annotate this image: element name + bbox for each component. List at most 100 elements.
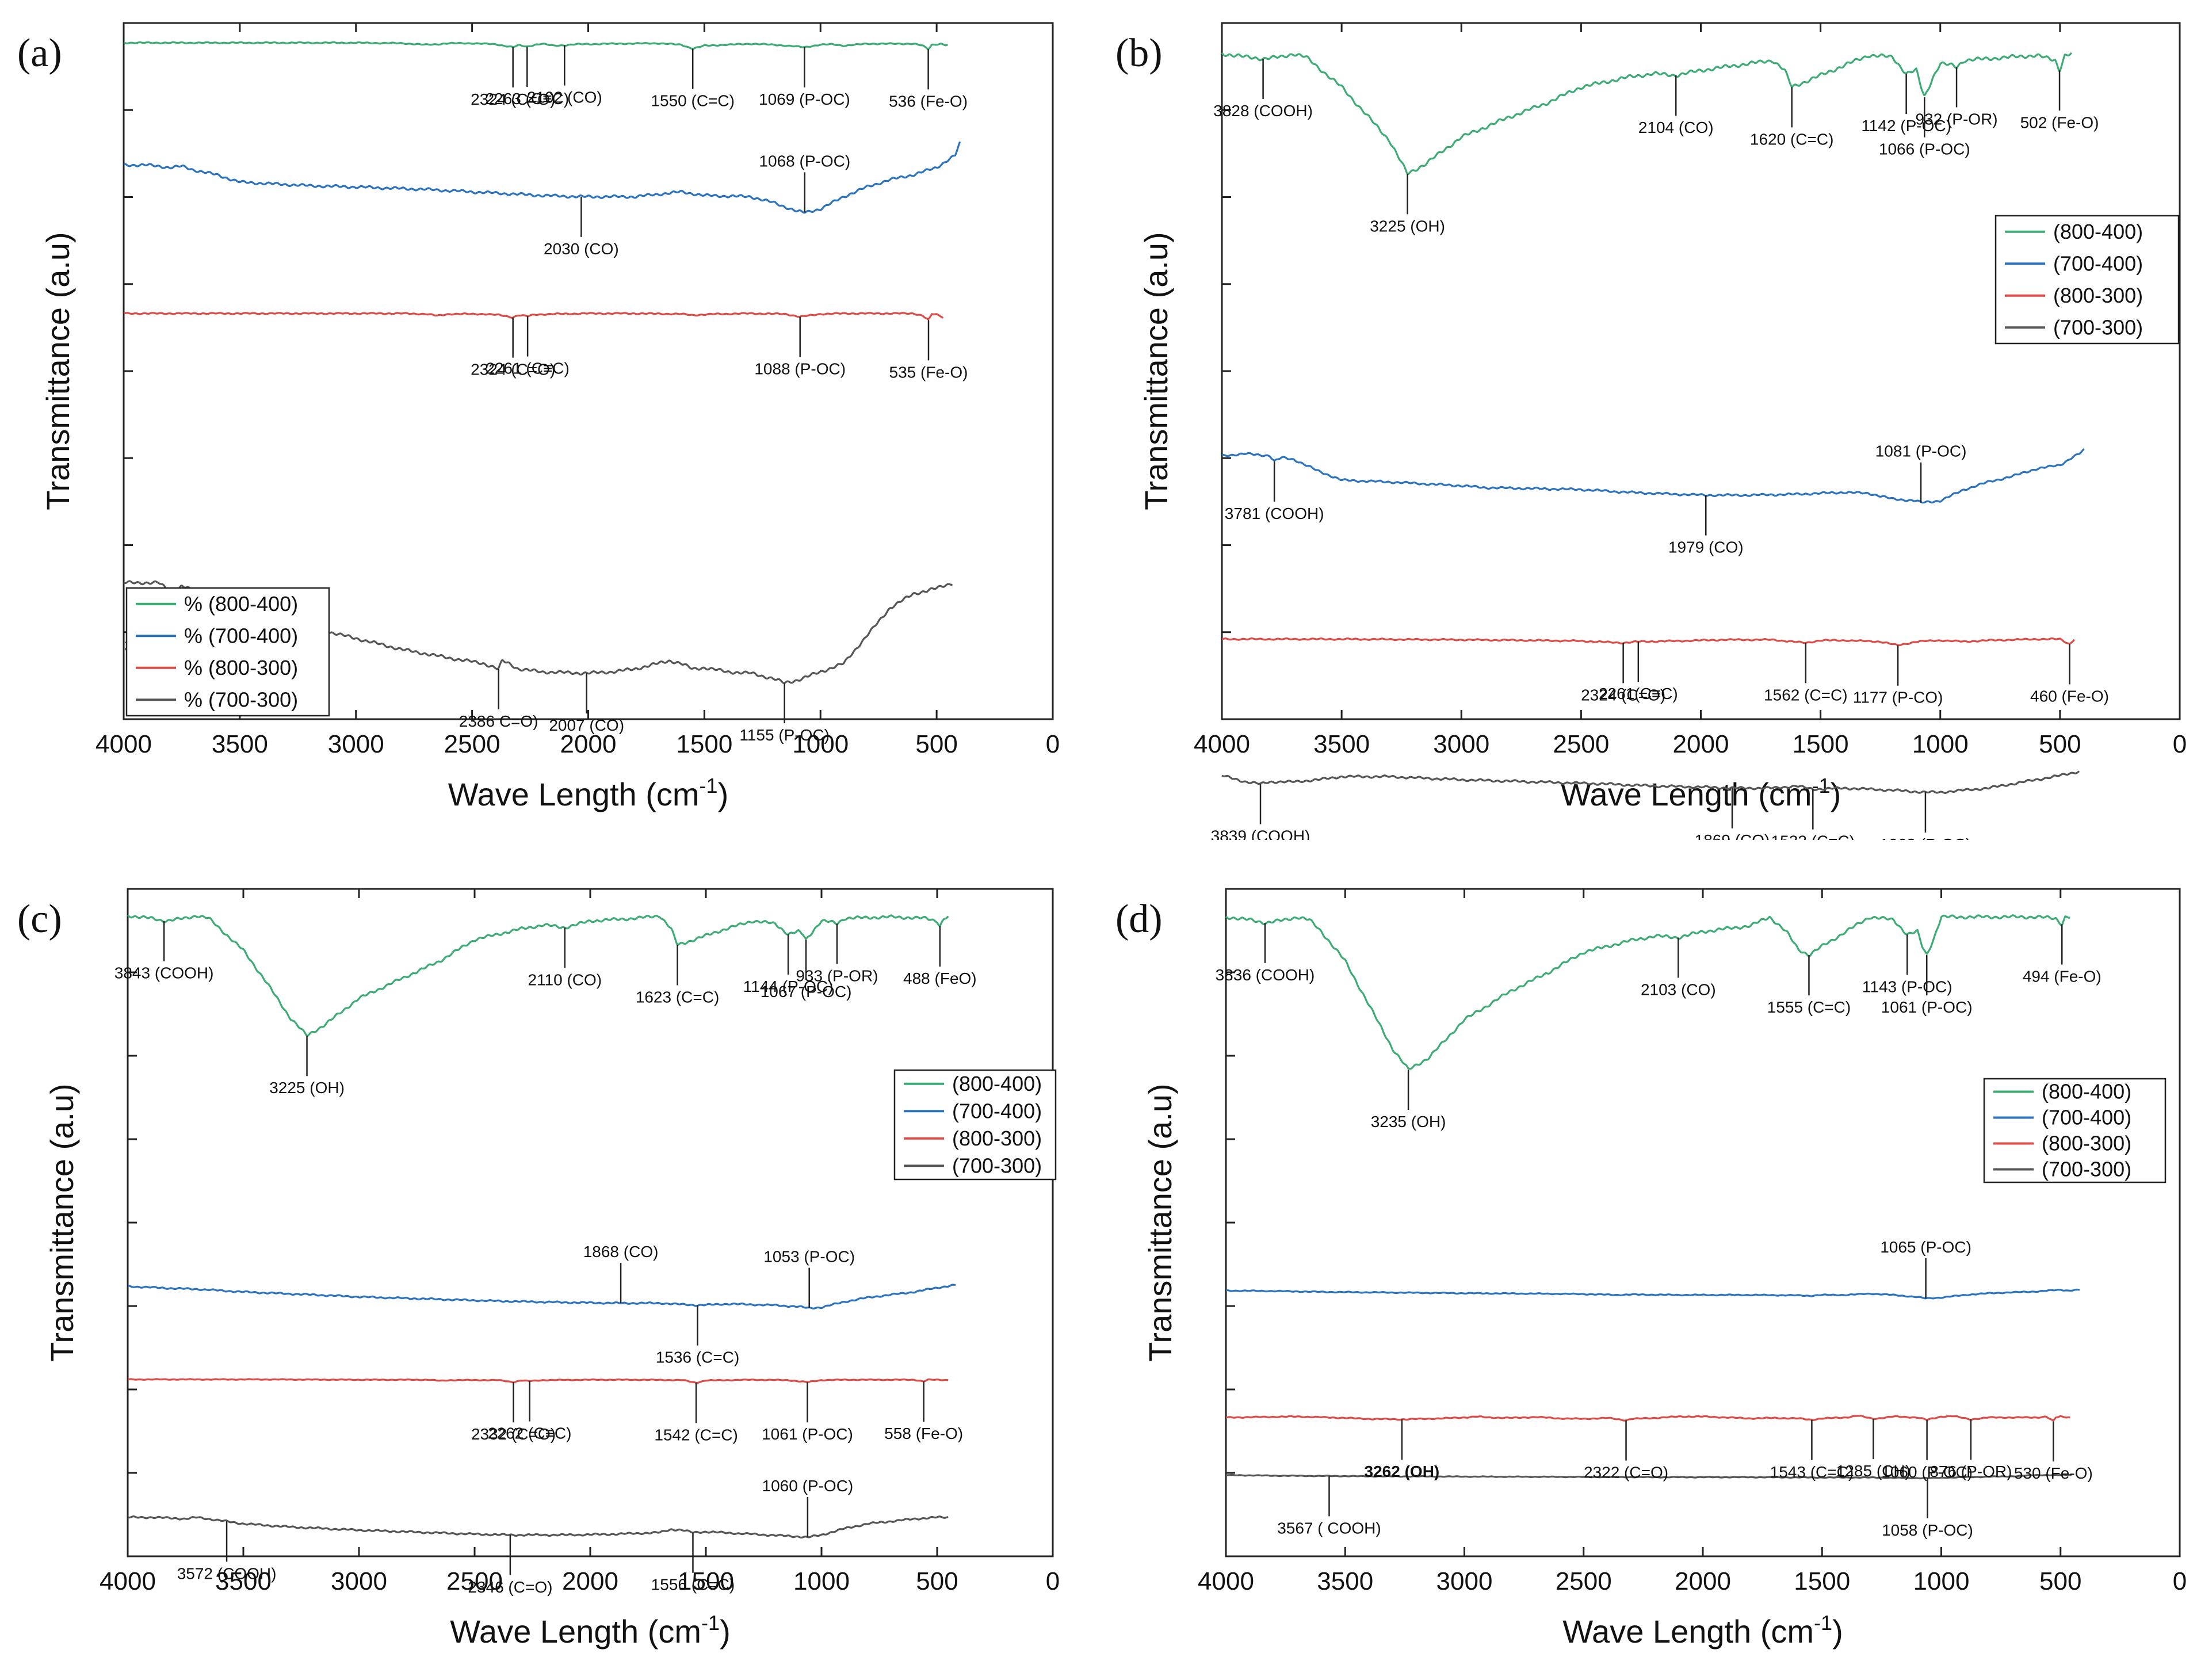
x-tick-label: 4000 [1198,1567,1254,1595]
legend-label: (700-300) [2042,1158,2131,1181]
panel-label: (a) [17,31,62,75]
peak-annotation: 1058 (P-OC) [1882,1521,1973,1539]
peak-annotation: 3235 (OH) [1371,1113,1446,1131]
peak-annotation: 1062 (P-OC) [1880,835,1971,840]
peak-annotation: 2324 (C=O) [1581,686,1665,704]
x-tick-label: 2500 [1556,1567,1612,1595]
series-line-700-400 [123,141,961,214]
x-tick-label: 2500 [444,730,500,758]
peak-annotation: 1562 (C=C) [1764,686,1848,704]
x-axis-title: Wave Length (cm-1) [1562,1611,1843,1650]
x-tick-label: 1000 [1912,730,1969,758]
peak-annotation: 1068 (P-OC) [759,152,850,170]
peak-annotation: 1142 (P-OC) [1861,117,1951,135]
peak-annotation: 1060 (P-OC) [762,1477,854,1495]
peak-annotation: 460 (Fe-O) [2030,688,2109,705]
peak-annotation: 1088 (P-OC) [754,360,846,378]
chart-panel-a: 4000 3500 3000 2500 2000 1500 1000 500 0 Wave Len… [17,22,1060,812]
series-line-800-400 [123,41,949,51]
legend-box [1983,1078,2167,1183]
series-line-800-400 [127,914,949,1037]
peak-annotation: 1868 (CO) [583,1243,659,1261]
y-axis-title: Transmittance (a.u) [44,1083,80,1361]
series-line-700-300 [1221,770,2080,794]
peak-annotation: 2007 (CO) [549,716,624,734]
panel-label: (b) [1115,31,1163,75]
peak-annotation: 536 (Fe-O) [889,92,968,110]
x-tick-label: 2000 [1673,730,1729,758]
peak-annotation: 2346 (C=O) [468,1578,552,1596]
x-tick-label: 4000 [95,730,152,758]
series-line-800-300 [127,1378,949,1384]
x-tick-label: 1500 [1793,730,1849,758]
legend-label: % (700-300) [184,688,298,711]
peak-annotation: 1081 (P-OC) [1875,442,1967,460]
series-line-800-300 [1221,637,2076,647]
legend-label: (800-400) [952,1072,1042,1095]
peak-annotation: 502 (Fe-O) [2020,113,2099,131]
x-tick-label: 1000 [1913,1567,1970,1595]
peak-annotation: 535 (Fe-O) [889,363,968,381]
series-line-700-400 [127,1284,956,1309]
peak-annotation: 1066 (P-OC) [1879,140,1970,158]
x-tick-label: 0 [2173,730,2187,758]
legend-label: (800-400) [2053,220,2143,243]
x-tick-label: 3500 [1317,1567,1373,1595]
x-tick-label: 1000 [792,730,849,758]
peak-annotation: 2102 (CO) [527,89,602,106]
x-tick-label: 2000 [1675,1567,1731,1595]
legend-label: (800-300) [2042,1132,2131,1155]
x-tick-label: 3500 [1313,730,1370,758]
peak-annotation: 1144 (P-OC) [743,978,834,995]
legend-label: (700-400) [952,1099,1042,1122]
peak-annotation: 1285 (CH) [1836,1462,1911,1480]
legend-label: % (800-400) [184,592,298,616]
peak-annotation: 2324 (C=O) [471,90,555,108]
x-tick-label: 3000 [331,1567,387,1595]
peak-annotation: 1143 (P-OC) [1862,978,1953,995]
panel-label: (c) [17,897,62,941]
series-line-800-300 [1225,1415,2070,1422]
x-axis-title: Wave Length (cm-1) [448,774,728,812]
x-tick-label: 3000 [1433,730,1489,758]
legend-label: (700-400) [2042,1106,2131,1129]
legend-box [1995,215,2180,345]
peak-annotation: 1536 (C=C) [656,1349,740,1366]
peak-annotation: 3225 (OH) [1370,217,1445,235]
peak-annotation: 1155 (P-OC) [739,726,830,744]
peak-annotation: 1623 (C=C) [636,988,720,1006]
x-tick-label: 500 [915,730,957,758]
x-tick-label: 3500 [215,1567,272,1595]
x-tick-label: 3000 [1436,1567,1493,1595]
peak-annotation: 933 (P-OR) [796,967,878,984]
panel-label: (d) [1115,897,1163,941]
x-tick-label: 1500 [1794,1567,1850,1595]
x-axis-title: Wave Length (cm-1) [1561,774,1841,812]
peak-annotation: 3836 (COOH) [1216,966,1315,984]
peak-annotation: 2261 (C≡C) [486,360,570,377]
x-tick-label: 2000 [560,730,617,758]
x-tick-label: 1500 [676,730,732,758]
chart-panel-c: 4000 3500 3000 2500 2000 1500 1000 500 0 Wave Len… [17,888,1060,1650]
peak-annotation: 1542 (C=C) [654,1426,738,1444]
peak-annotation: 558 (Fe-O) [884,1425,963,1442]
x-tick-label: 3500 [212,730,268,758]
peak-annotation: 1067 (P-OC) [761,983,852,1001]
y-axis-title: Transmittance (a.u) [1142,1083,1178,1361]
series-line-800-300 [123,312,944,320]
peak-annotation: 3843 (COOH) [114,964,214,982]
peak-annotation: 494 (Fe-O) [2023,967,2102,985]
x-axis-title: Wave Length (cm-1) [450,1611,730,1650]
peak-annotation: 1869 (CO) [1695,831,1770,840]
x-tick-label: 500 [2039,1567,2081,1595]
x-tick-label: 2500 [446,1567,503,1595]
legend-label: (800-300) [2053,284,2143,307]
peak-annotation: 1555 (C=C) [1767,998,1851,1016]
legend-label: (700-300) [952,1154,1042,1177]
legend-label: % (700-400) [184,624,298,647]
x-tick-label: 0 [2173,1567,2187,1595]
peak-annotation: 2030 (CO) [544,240,619,258]
x-tick-label: 0 [1046,1567,1060,1595]
peak-annotation: 3828 (COOH) [1213,102,1313,120]
